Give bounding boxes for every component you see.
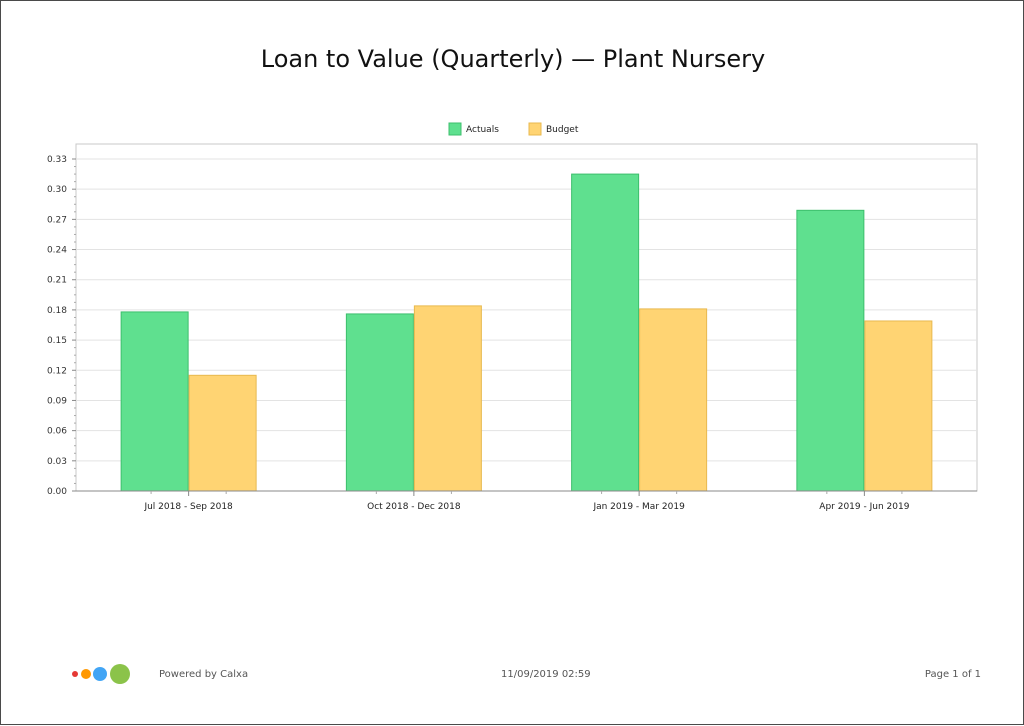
y-tick-label: 0.15	[47, 336, 67, 346]
bar-budget	[188, 374, 257, 492]
y-tick-label: 0.06	[47, 427, 67, 437]
chart-title: Loan to Value (Quarterly) — Plant Nurser…	[260, 45, 766, 73]
bar-actuals	[345, 313, 414, 492]
y-tick-label: 0.00	[47, 487, 67, 497]
y-tick-label: 0.18	[47, 306, 67, 316]
bar-actuals	[120, 311, 189, 492]
y-tick-label: 0.03	[47, 457, 67, 467]
page-number: Page 1 of 1	[924, 669, 981, 680]
x-tick-label: Jan 2019 - Mar 2019	[592, 502, 685, 512]
legend: Actuals Budget	[448, 122, 579, 136]
y-tick-label: 0.21	[47, 276, 67, 286]
logo-dot-red	[72, 671, 78, 677]
legend-label-budget: Budget	[546, 125, 579, 135]
x-tick-label: Apr 2019 - Jun 2019	[819, 502, 909, 512]
legend-swatch-actuals	[448, 122, 462, 136]
y-tick-label: 0.27	[47, 215, 67, 225]
bar-series	[120, 173, 933, 492]
powered-by-label: Powered by Calxa	[159, 669, 249, 680]
x-tick-label: Jul 2018 - Sep 2018	[143, 502, 233, 512]
y-tick-label: 0.30	[47, 185, 67, 195]
bar-budget	[413, 305, 482, 492]
logo-dot-blue	[93, 667, 107, 681]
report-timestamp: 11/09/2019 02:59	[501, 669, 591, 680]
x-tick-label: Oct 2018 - Dec 2018	[367, 502, 461, 512]
legend-label-actuals: Actuals	[466, 125, 499, 135]
y-tick-label: 0.33	[47, 155, 67, 165]
y-tick-label: 0.24	[47, 246, 67, 256]
y-tick-label: 0.09	[47, 396, 67, 406]
bar-budget	[639, 308, 708, 492]
logo-dot-orange	[81, 669, 91, 679]
legend-swatch-budget	[528, 122, 542, 136]
bar-actuals	[796, 209, 865, 492]
y-tick-label: 0.12	[47, 366, 67, 376]
bar-budget	[864, 320, 933, 492]
axes: 0.00 0.03 0.06 0.09 0.12 0.15 0.18 0.21 0.24 0.27…	[47, 155, 977, 512]
bar-actuals	[571, 173, 640, 492]
logo-dot-green	[110, 664, 130, 684]
